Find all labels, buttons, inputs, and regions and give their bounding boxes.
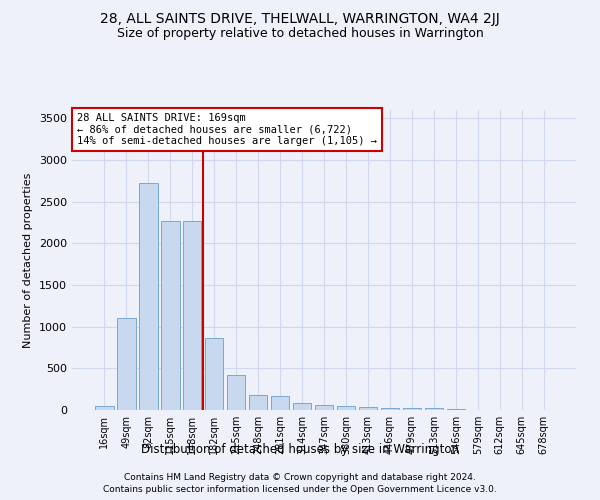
Bar [271, 396, 289, 410]
Bar [403, 408, 421, 410]
Bar [139, 182, 158, 410]
Bar [425, 408, 443, 410]
Bar [205, 338, 223, 410]
Bar [337, 406, 355, 410]
Bar [227, 376, 245, 410]
Bar [293, 402, 311, 410]
Text: 28, ALL SAINTS DRIVE, THELWALL, WARRINGTON, WA4 2JJ: 28, ALL SAINTS DRIVE, THELWALL, WARRINGT… [100, 12, 500, 26]
Bar [161, 221, 179, 410]
Bar [359, 406, 377, 410]
Text: Distribution of detached houses by size in Warrington: Distribution of detached houses by size … [141, 442, 459, 456]
Bar [446, 409, 465, 410]
Y-axis label: Number of detached properties: Number of detached properties [23, 172, 34, 348]
Text: Size of property relative to detached houses in Warrington: Size of property relative to detached ho… [116, 28, 484, 40]
Bar [183, 221, 202, 410]
Bar [249, 396, 268, 410]
Text: Contains HM Land Registry data © Crown copyright and database right 2024.: Contains HM Land Registry data © Crown c… [124, 472, 476, 482]
Bar [314, 405, 334, 410]
Bar [117, 318, 136, 410]
Bar [95, 406, 113, 410]
Text: 28 ALL SAINTS DRIVE: 169sqm
← 86% of detached houses are smaller (6,722)
14% of : 28 ALL SAINTS DRIVE: 169sqm ← 86% of det… [77, 113, 377, 146]
Text: Contains public sector information licensed under the Open Government Licence v3: Contains public sector information licen… [103, 485, 497, 494]
Bar [380, 408, 399, 410]
